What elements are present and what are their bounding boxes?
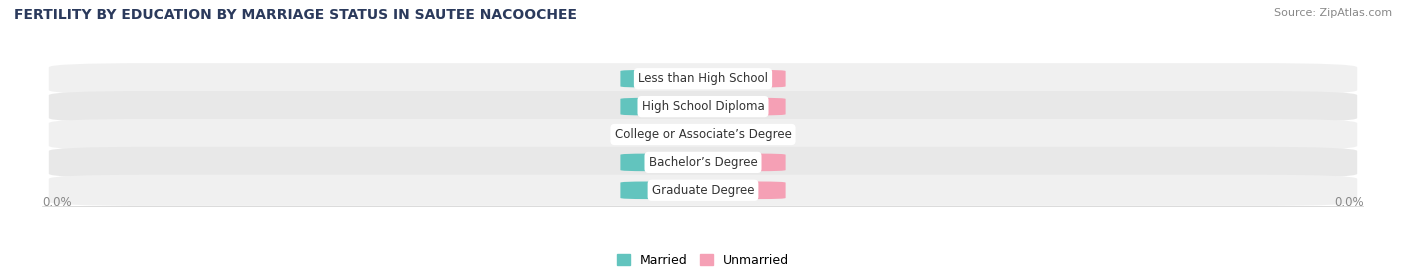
Text: 0.0%: 0.0% [728, 185, 758, 195]
FancyBboxPatch shape [700, 182, 786, 199]
Text: 0.0%: 0.0% [728, 74, 758, 84]
FancyBboxPatch shape [49, 147, 1357, 178]
Text: 0.0%: 0.0% [728, 129, 758, 140]
Text: 0.0%: 0.0% [728, 157, 758, 167]
FancyBboxPatch shape [700, 154, 786, 171]
FancyBboxPatch shape [700, 126, 786, 143]
FancyBboxPatch shape [700, 98, 786, 115]
Text: Graduate Degree: Graduate Degree [652, 184, 754, 197]
Text: 0.0%: 0.0% [648, 129, 678, 140]
Text: 0.0%: 0.0% [1334, 196, 1364, 209]
FancyBboxPatch shape [620, 70, 706, 87]
FancyBboxPatch shape [49, 63, 1357, 94]
Text: Less than High School: Less than High School [638, 72, 768, 85]
Legend: Married, Unmarried: Married, Unmarried [617, 254, 789, 267]
FancyBboxPatch shape [49, 119, 1357, 150]
FancyBboxPatch shape [620, 154, 706, 171]
Text: 0.0%: 0.0% [648, 157, 678, 167]
FancyBboxPatch shape [49, 91, 1357, 122]
Text: FERTILITY BY EDUCATION BY MARRIAGE STATUS IN SAUTEE NACOOCHEE: FERTILITY BY EDUCATION BY MARRIAGE STATU… [14, 8, 576, 22]
FancyBboxPatch shape [620, 182, 706, 199]
FancyBboxPatch shape [620, 126, 706, 143]
Text: High School Diploma: High School Diploma [641, 100, 765, 113]
Text: 0.0%: 0.0% [42, 196, 72, 209]
Text: 0.0%: 0.0% [648, 185, 678, 195]
FancyBboxPatch shape [700, 70, 786, 87]
FancyBboxPatch shape [620, 98, 706, 115]
Text: 0.0%: 0.0% [728, 102, 758, 112]
Text: Bachelor’s Degree: Bachelor’s Degree [648, 156, 758, 169]
Text: Source: ZipAtlas.com: Source: ZipAtlas.com [1274, 8, 1392, 18]
FancyBboxPatch shape [49, 175, 1357, 206]
Text: 0.0%: 0.0% [648, 102, 678, 112]
Text: College or Associate’s Degree: College or Associate’s Degree [614, 128, 792, 141]
Text: 0.0%: 0.0% [648, 74, 678, 84]
